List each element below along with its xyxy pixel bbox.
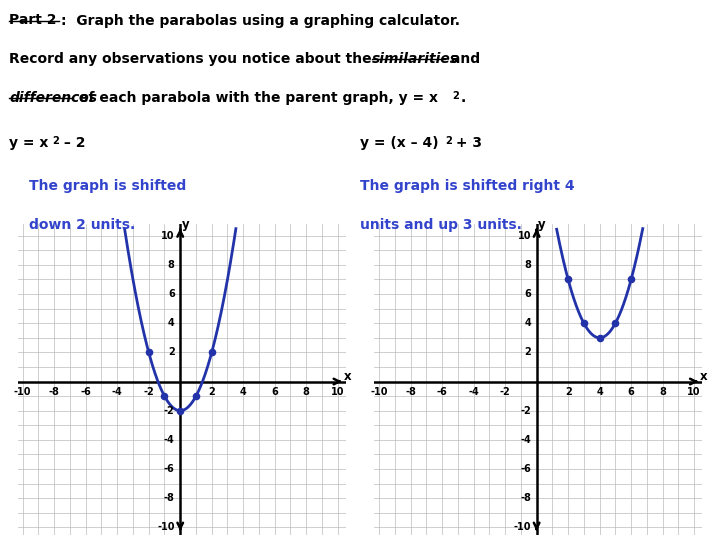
Text: similarities: similarities [372,52,459,66]
Text: 8: 8 [303,387,310,397]
Text: :  Graph the parabolas using a graphing calculator.: : Graph the parabolas using a graphing c… [61,14,460,28]
Text: x: x [343,370,351,383]
Text: 2: 2 [524,347,531,357]
Text: 2: 2 [445,136,452,146]
Text: 2: 2 [168,347,175,357]
Text: -2: -2 [521,406,531,416]
Text: The graph is shifted right 4: The graph is shifted right 4 [360,179,575,193]
Text: -2: -2 [164,406,175,416]
Text: 6: 6 [168,289,175,299]
Text: of each parabola with the parent graph, y = x: of each parabola with the parent graph, … [74,91,438,105]
Text: 10: 10 [331,387,344,397]
Text: -4: -4 [164,435,175,445]
Text: 2: 2 [208,387,215,397]
Text: 4: 4 [240,387,246,397]
Text: -10: -10 [370,387,388,397]
Text: 4: 4 [168,318,175,328]
Text: y: y [539,218,546,231]
Text: 4: 4 [596,387,603,397]
Text: -6: -6 [521,464,531,474]
Text: 6: 6 [271,387,278,397]
Text: -4: -4 [112,387,122,397]
Text: -8: -8 [164,493,175,503]
Text: -10: -10 [157,522,175,532]
Text: -10: -10 [513,522,531,532]
Text: -2: -2 [143,387,154,397]
Text: 2: 2 [452,91,459,102]
Text: -8: -8 [405,387,416,397]
Text: -6: -6 [437,387,448,397]
Text: differences: differences [9,91,97,105]
Text: -6: -6 [81,387,91,397]
Text: down 2 units.: down 2 units. [29,218,135,232]
Text: -6: -6 [164,464,175,474]
Text: + 3: + 3 [451,136,482,150]
Text: units and up 3 units.: units and up 3 units. [360,218,522,232]
Text: 10: 10 [518,231,531,241]
Text: Part 2: Part 2 [9,14,57,28]
Text: Record any observations you notice about the: Record any observations you notice about… [9,52,377,66]
Text: -8: -8 [521,493,531,503]
Text: y = x: y = x [9,136,49,150]
Text: 8: 8 [168,260,175,270]
Text: 6: 6 [628,387,634,397]
Text: -4: -4 [468,387,479,397]
Text: .: . [461,91,466,105]
Text: -4: -4 [521,435,531,445]
Text: The graph is shifted: The graph is shifted [29,179,186,193]
Text: 10: 10 [688,387,701,397]
Text: 2: 2 [564,387,572,397]
Text: x: x [700,370,707,383]
Text: -2: -2 [500,387,510,397]
Text: 8: 8 [660,387,666,397]
Text: -10: -10 [14,387,32,397]
Text: – 2: – 2 [59,136,86,150]
Text: and: and [446,52,480,66]
Text: 6: 6 [524,289,531,299]
Text: y: y [182,218,189,231]
Text: -8: -8 [49,387,60,397]
Text: y = (x – 4): y = (x – 4) [360,136,438,150]
Text: 2: 2 [53,136,60,146]
Text: 4: 4 [524,318,531,328]
Text: 10: 10 [161,231,175,241]
Text: 8: 8 [524,260,531,270]
